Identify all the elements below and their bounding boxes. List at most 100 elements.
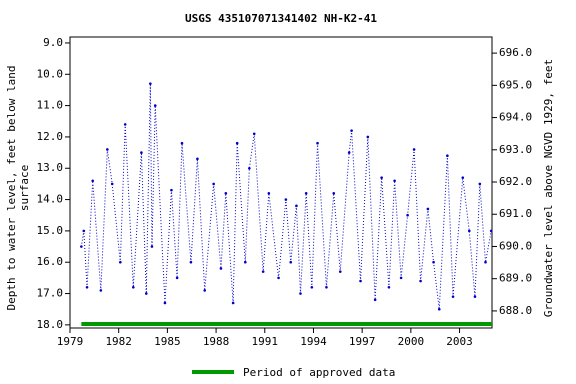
data-point bbox=[332, 192, 336, 195]
data-point bbox=[119, 260, 122, 264]
y-tick-label: 18.0 bbox=[37, 318, 64, 331]
x-tick-label: 1997 bbox=[349, 335, 376, 348]
data-point bbox=[338, 270, 342, 273]
data-point bbox=[412, 148, 416, 151]
data-point bbox=[325, 285, 328, 289]
data-point bbox=[212, 182, 215, 186]
data-point bbox=[261, 270, 265, 273]
data-point bbox=[451, 295, 455, 298]
y2-tick-label: 689.0 bbox=[499, 272, 532, 285]
data-point bbox=[153, 104, 157, 107]
y-tick-label: 16.0 bbox=[37, 255, 64, 268]
data-point bbox=[289, 260, 293, 264]
data-point bbox=[461, 176, 465, 179]
data-point bbox=[316, 141, 319, 145]
y2-tick-label: 695.0 bbox=[499, 78, 532, 91]
data-point bbox=[347, 151, 351, 154]
data-point bbox=[350, 129, 353, 132]
data-point bbox=[359, 279, 362, 283]
data-point bbox=[248, 166, 251, 170]
y-tick-label: 15.0 bbox=[37, 224, 64, 237]
y-tick-label: 17.0 bbox=[37, 287, 64, 300]
legend-label: Period of approved data bbox=[243, 366, 395, 379]
data-point bbox=[284, 198, 288, 201]
data-point bbox=[295, 204, 298, 208]
y-tick-label: 14.0 bbox=[37, 193, 64, 206]
data-point bbox=[140, 151, 143, 154]
x-tick-label: 1982 bbox=[105, 335, 132, 348]
data-point bbox=[399, 276, 403, 280]
data-point bbox=[467, 229, 471, 233]
data-point bbox=[82, 229, 86, 233]
y-axis-label: surface bbox=[18, 165, 31, 211]
data-point bbox=[175, 276, 179, 280]
data-point bbox=[252, 132, 256, 136]
data-point bbox=[406, 213, 409, 217]
data-point bbox=[189, 260, 193, 264]
x-tick-label: 1991 bbox=[252, 335, 279, 348]
data-point bbox=[310, 285, 314, 289]
data-point bbox=[387, 285, 391, 289]
y2-tick-label: 691.0 bbox=[499, 207, 532, 220]
y-axis-label: Depth to water level, feet below land bbox=[5, 65, 18, 310]
data-point bbox=[149, 82, 152, 85]
data-line bbox=[80, 83, 492, 310]
data-point bbox=[170, 188, 173, 192]
data-point bbox=[277, 276, 280, 280]
y-tick-label: 13.0 bbox=[37, 161, 64, 174]
data-point bbox=[478, 182, 482, 186]
data-point bbox=[150, 245, 154, 248]
data-point bbox=[243, 260, 247, 264]
x-tick-label: 2003 bbox=[446, 335, 473, 348]
data-point bbox=[196, 157, 199, 161]
data-point bbox=[144, 292, 148, 295]
data-point bbox=[224, 192, 228, 195]
data-point bbox=[123, 123, 127, 126]
data-point bbox=[180, 141, 184, 145]
data-point bbox=[304, 192, 308, 195]
data-point bbox=[380, 176, 383, 179]
y2-tick-label: 692.0 bbox=[499, 175, 532, 188]
x-tick-label: 1979 bbox=[57, 335, 84, 348]
y2-tick-label: 696.0 bbox=[499, 46, 532, 59]
data-point bbox=[484, 260, 487, 264]
data-point bbox=[437, 307, 441, 311]
y2-tick-label: 690.0 bbox=[499, 239, 532, 252]
data-point bbox=[106, 148, 109, 151]
data-point bbox=[110, 182, 114, 186]
data-point bbox=[267, 192, 271, 195]
data-point bbox=[419, 279, 422, 283]
plot-frame bbox=[69, 36, 493, 329]
data-point bbox=[132, 285, 135, 289]
data-point bbox=[235, 141, 239, 145]
data-point bbox=[473, 295, 477, 298]
data-point bbox=[373, 298, 377, 302]
x-tick-label: 1994 bbox=[300, 335, 327, 348]
data-point bbox=[231, 301, 235, 305]
data-point bbox=[99, 289, 103, 292]
data-point bbox=[219, 267, 223, 270]
y-tick-label: 12.0 bbox=[37, 130, 64, 143]
data-point bbox=[91, 179, 95, 183]
data-point bbox=[489, 229, 493, 233]
y2-tick-label: 688.0 bbox=[499, 304, 532, 317]
y-tick-label: 10.0 bbox=[37, 67, 64, 80]
data-point bbox=[426, 207, 430, 211]
chart-title: USGS 435107071341402 NH-K2-41 bbox=[185, 12, 377, 25]
data-point bbox=[432, 260, 435, 264]
data-point bbox=[366, 135, 370, 139]
x-tick-label: 2000 bbox=[398, 335, 425, 348]
x-tick-label: 1988 bbox=[203, 335, 230, 348]
data-point bbox=[393, 179, 396, 183]
data-point bbox=[163, 301, 167, 305]
data-point bbox=[85, 285, 89, 289]
y2-tick-label: 694.0 bbox=[499, 111, 532, 124]
data-point bbox=[446, 154, 449, 158]
data-point bbox=[299, 292, 302, 295]
y-tick-label: 9.0 bbox=[43, 36, 63, 49]
y2-axis-label: Groundwater level above NGVD 1929, feet bbox=[542, 59, 555, 317]
x-tick-label: 1985 bbox=[154, 335, 181, 348]
y2-tick-label: 693.0 bbox=[499, 143, 532, 156]
